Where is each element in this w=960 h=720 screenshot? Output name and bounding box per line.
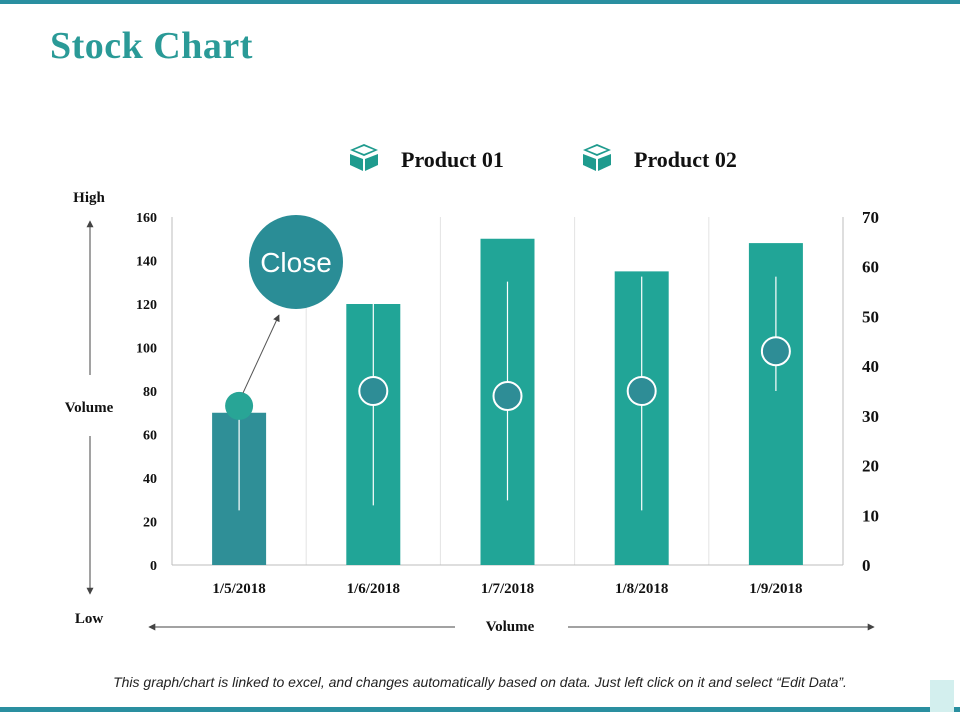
right-tick-label: 70 [862, 208, 879, 227]
close-label: Close [260, 247, 332, 278]
close-markers [225, 336, 791, 420]
right-tick-label: 20 [862, 457, 879, 476]
x-tick-label: 1/6/2018 [347, 581, 400, 597]
left-tick-label: 160 [136, 211, 157, 226]
box-icon [583, 144, 611, 171]
close-marker [626, 376, 657, 406]
close-marker [760, 336, 791, 367]
corner-decoration [930, 680, 954, 712]
left-tick-label: 100 [136, 342, 157, 357]
x-tick-label: 1/8/2018 [615, 581, 668, 597]
legend-label: Product 02 [634, 147, 737, 172]
footnote: This graph/chart is linked to excel, and… [113, 674, 847, 690]
volume-axis-label: Volume [65, 400, 114, 416]
close-callout: Close [242, 215, 343, 394]
x-tick-label: 1/5/2018 [212, 581, 265, 597]
left-tick-label: 60 [143, 429, 157, 444]
legend: Product 01 Product 02 [350, 144, 737, 172]
x-tick-labels: 1/5/2018 1/6/2018 1/7/2018 1/8/2018 1/9/2018 [212, 581, 802, 597]
left-tick-label: 120 [136, 298, 157, 313]
left-tick-label: 140 [136, 255, 157, 270]
right-tick-label: 40 [862, 357, 879, 376]
left-tick-label: 20 [143, 516, 157, 531]
volume-x-label: Volume [486, 619, 535, 635]
right-tick-label: 50 [862, 307, 879, 326]
right-tick-label: 60 [862, 258, 879, 277]
legend-item-product-02: Product 02 [583, 144, 737, 172]
left-axis-ticks: 0 20 40 60 80 100 120 140 160 [136, 211, 157, 574]
close-bubble [249, 215, 343, 309]
bottom-accent-bar [0, 707, 960, 712]
right-axis-ticks: 0 10 20 30 40 50 60 70 [862, 208, 879, 575]
high-label: High [73, 190, 105, 206]
x-tick-label: 1/7/2018 [481, 581, 534, 597]
top-accent-bar [0, 0, 960, 4]
legend-label: Product 01 [401, 147, 504, 172]
close-marker [225, 391, 254, 420]
callout-arrow [242, 314, 280, 394]
left-tick-label: 40 [143, 472, 157, 487]
close-marker [492, 380, 523, 411]
page-title: Stock Chart [50, 25, 253, 67]
close-marker [358, 376, 389, 406]
right-tick-label: 0 [862, 556, 871, 575]
low-label: Low [75, 611, 104, 627]
box-icon [350, 144, 378, 171]
legend-item-product-01: Product 01 [350, 144, 504, 172]
x-tick-label: 1/9/2018 [749, 581, 802, 597]
left-tick-label: 0 [150, 559, 157, 574]
left-tick-label: 80 [143, 385, 157, 400]
right-tick-label: 10 [862, 506, 879, 525]
right-tick-label: 30 [862, 407, 879, 426]
